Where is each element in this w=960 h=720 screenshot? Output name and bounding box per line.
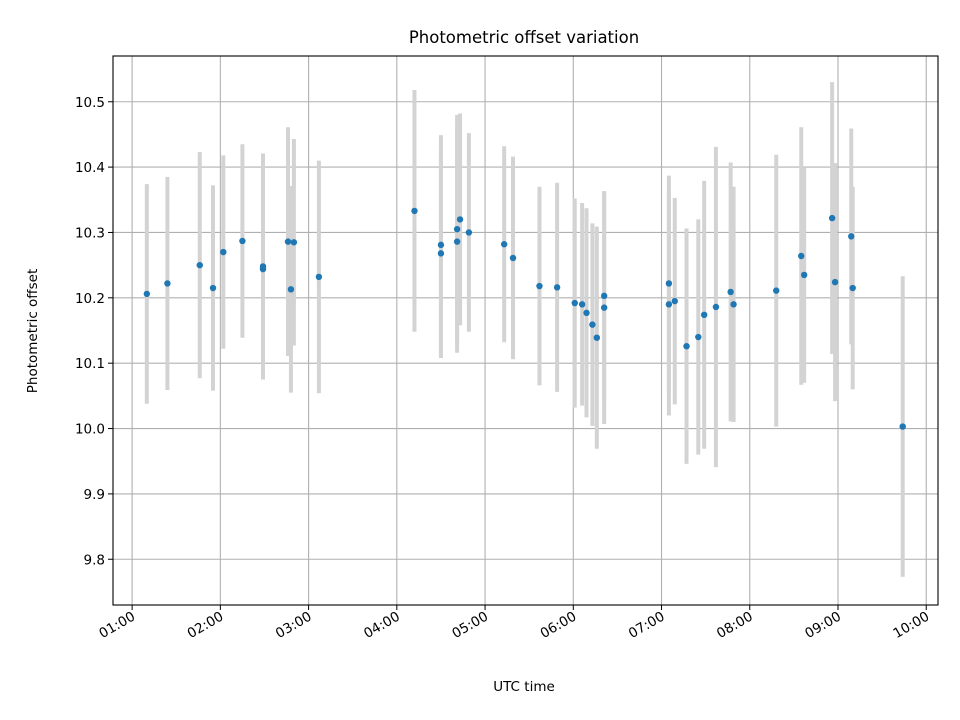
data-point [671,297,678,305]
data-point [600,292,608,300]
y-tick-label: 9.9 [84,487,105,503]
data-point [143,290,151,298]
data-point [287,286,295,293]
data-point [509,254,517,262]
data-point [437,241,445,249]
x-tick-label: 01:00 [96,609,138,642]
data-point [571,299,578,307]
data-point [727,288,734,296]
data-point [583,309,590,317]
data-point [411,207,418,215]
data-point [315,273,323,281]
x-tick-label: 04:00 [361,609,403,642]
y-tick-label: 10.1 [75,356,105,372]
data-point [536,282,543,290]
plot-area-frame [112,55,939,606]
data-point [284,238,292,245]
x-tick-label: 10:00 [891,609,933,642]
y-axis-ticks: 9.8 9.9 10.0 10.1 10.2 10.3 10.4 10.5 [75,95,113,568]
y-axis-label: Photometric offset [25,269,41,393]
data-point [453,225,461,233]
data-point [578,301,586,308]
x-axis-label: UTC time [493,679,555,695]
data-point [259,265,267,273]
data-point [800,271,808,279]
data-point [593,334,601,341]
y-tick-label: 10.5 [75,95,105,111]
data-point [665,301,673,308]
data-points [143,207,906,430]
data-point [589,321,596,328]
x-tick-label: 06:00 [538,609,580,642]
data-point [700,311,708,319]
data-point [239,237,246,245]
data-point [773,287,780,294]
y-tick-label: 9.8 [84,552,105,568]
data-point [712,303,720,311]
data-point [500,241,508,248]
x-tick-label: 02:00 [185,609,227,642]
data-point [453,238,461,245]
chart-title: Photometric offset variation [409,28,639,47]
data-point [553,284,561,291]
data-point [220,248,227,256]
data-point [849,284,856,292]
data-point [196,261,203,269]
data-point [848,233,855,240]
x-tick-label: 05:00 [449,609,491,642]
data-point [164,280,171,287]
grid [113,56,938,605]
x-axis-ticks: 01:00 02:00 03:00 04:00 05:00 06:00 07:00 08:00… [96,605,932,642]
y-tick-label: 10.0 [75,422,105,438]
data-point [831,278,839,286]
data-point [899,423,906,430]
x-tick-label: 03:00 [273,609,315,642]
x-tick-label: 07:00 [626,609,668,642]
data-point [437,250,445,257]
data-point [730,301,737,308]
data-point [695,333,702,341]
data-point [665,280,673,287]
data-point [798,252,805,260]
x-tick-label: 09:00 [802,609,844,642]
data-point [209,284,217,292]
y-tick-label: 10.3 [75,225,105,241]
y-tick-label: 10.4 [75,160,105,176]
data-point [456,216,464,223]
y-tick-label: 10.2 [75,291,105,307]
x-tick-label: 08:00 [714,609,756,642]
data-point [290,239,298,246]
data-point [828,214,836,222]
error-bars [144,82,905,577]
data-point [465,229,473,236]
data-point [683,342,690,350]
data-point [600,304,608,311]
